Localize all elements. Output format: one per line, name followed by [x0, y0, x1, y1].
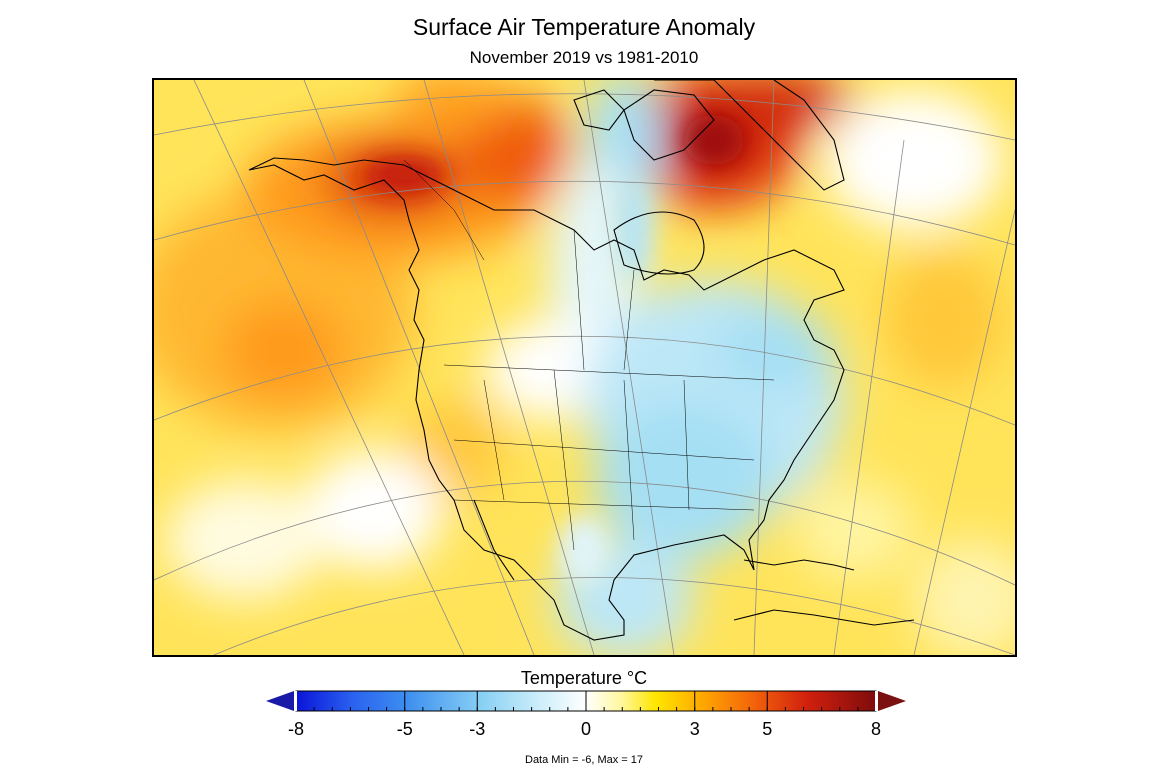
colorbar-tick-label: -5	[397, 719, 413, 739]
coastlines	[248, 80, 915, 641]
colorbar-tick-label: 3	[690, 719, 700, 739]
map-canvas	[154, 80, 1015, 655]
colorbar-major-ticks: -8 -5 -3 0 3 5 8	[288, 691, 881, 739]
temperature-anomaly-map	[152, 78, 1017, 657]
colorbar: -8 -5 -3 0 3 5 8	[264, 688, 908, 748]
colorbar-tick-label: 0	[581, 719, 591, 739]
chart-subtitle: November 2019 vs 1981-2010	[469, 48, 699, 67]
anomaly-field	[154, 80, 1015, 655]
colorbar-title: Temperature °C	[520, 668, 648, 688]
colorbar-max-arrow	[878, 691, 906, 711]
anomaly-hotspots	[364, 115, 744, 585]
colorbar-tick-label: -8	[288, 719, 304, 739]
colorbar-tick-label: 5	[762, 719, 772, 739]
chart-title: Surface Air Temperature Anomaly	[412, 14, 756, 40]
political-borders	[403, 159, 775, 551]
colorbar-tick-label: 8	[871, 719, 881, 739]
graticule	[154, 80, 1015, 655]
data-min-max-note: Data Min = -6, Max = 17	[525, 754, 643, 766]
colorbar-tick-label: -3	[469, 719, 485, 739]
colorbar-svg: -8 -5 -3 0 3 5 8	[266, 690, 906, 739]
colorbar-min-arrow	[266, 691, 294, 711]
